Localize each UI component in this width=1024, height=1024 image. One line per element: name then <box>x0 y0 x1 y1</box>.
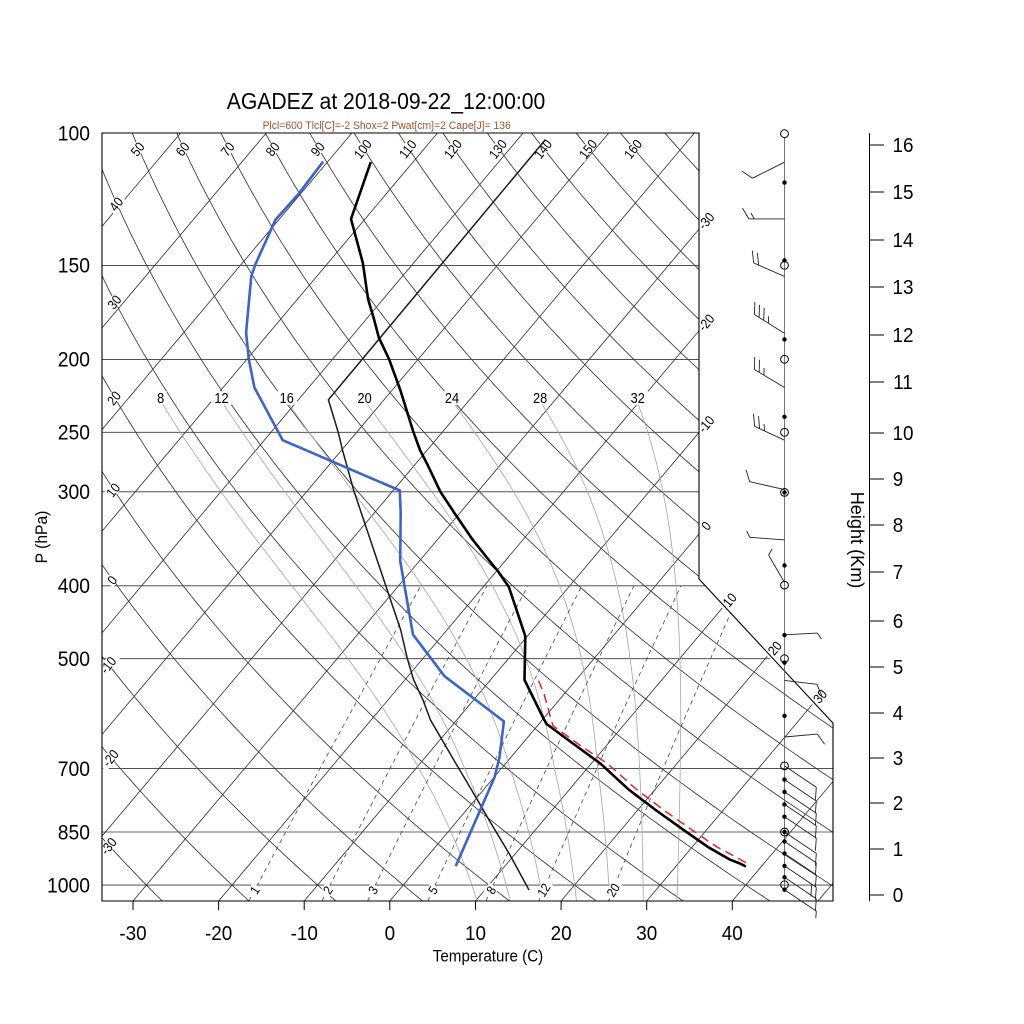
svg-text:10: 10 <box>893 422 914 445</box>
svg-text:Temperature (C): Temperature (C) <box>433 948 543 966</box>
svg-text:6: 6 <box>893 610 904 633</box>
svg-text:150: 150 <box>58 255 90 278</box>
svg-text:0: 0 <box>385 923 396 946</box>
svg-text:700: 700 <box>58 758 90 781</box>
svg-text:28: 28 <box>533 390 547 406</box>
svg-text:-10: -10 <box>291 923 318 946</box>
svg-text:16: 16 <box>893 134 914 157</box>
svg-text:200: 200 <box>58 349 90 372</box>
svg-text:0: 0 <box>893 884 904 907</box>
svg-text:12: 12 <box>893 324 914 347</box>
svg-text:Height (Km): Height (Km) <box>847 492 868 589</box>
svg-text:2: 2 <box>893 792 903 815</box>
svg-text:5: 5 <box>893 656 904 679</box>
svg-text:10: 10 <box>465 923 486 946</box>
svg-text:4: 4 <box>893 702 904 725</box>
svg-text:30: 30 <box>636 923 657 946</box>
svg-text:-30: -30 <box>119 923 146 946</box>
svg-text:100: 100 <box>58 123 90 146</box>
svg-text:8: 8 <box>157 390 164 406</box>
svg-text:500: 500 <box>58 648 90 671</box>
svg-text:7: 7 <box>893 561 903 584</box>
svg-text:9: 9 <box>893 468 904 491</box>
svg-text:AGADEZ at 2018-09-22_12:00:00: AGADEZ at 2018-09-22_12:00:00 <box>227 88 545 114</box>
svg-text:8: 8 <box>893 514 904 537</box>
svg-text:16: 16 <box>280 390 294 406</box>
svg-text:250: 250 <box>58 422 90 445</box>
svg-text:40: 40 <box>722 923 743 946</box>
svg-text:15: 15 <box>893 181 914 204</box>
svg-text:850: 850 <box>58 822 90 845</box>
svg-text:1000: 1000 <box>47 875 90 898</box>
svg-text:20: 20 <box>551 923 572 946</box>
svg-text:3: 3 <box>893 747 904 770</box>
svg-text:11: 11 <box>893 371 913 394</box>
svg-text:13: 13 <box>893 276 914 299</box>
svg-text:1: 1 <box>893 838 903 861</box>
svg-text:20: 20 <box>358 390 373 406</box>
svg-text:12: 12 <box>214 390 228 406</box>
svg-text:24: 24 <box>445 390 460 406</box>
svg-text:P (hPa): P (hPa) <box>32 511 51 564</box>
svg-text:Plcl=600 Tlcl[C]=-2 Shox=2 Pwa: Plcl=600 Tlcl[C]=-2 Shox=2 Pwat[cm]=2 Ca… <box>263 120 511 132</box>
svg-text:14: 14 <box>893 229 914 252</box>
svg-text:300: 300 <box>58 481 90 504</box>
svg-text:400: 400 <box>58 575 90 598</box>
svg-text:32: 32 <box>631 390 645 406</box>
svg-text:-20: -20 <box>205 923 232 946</box>
